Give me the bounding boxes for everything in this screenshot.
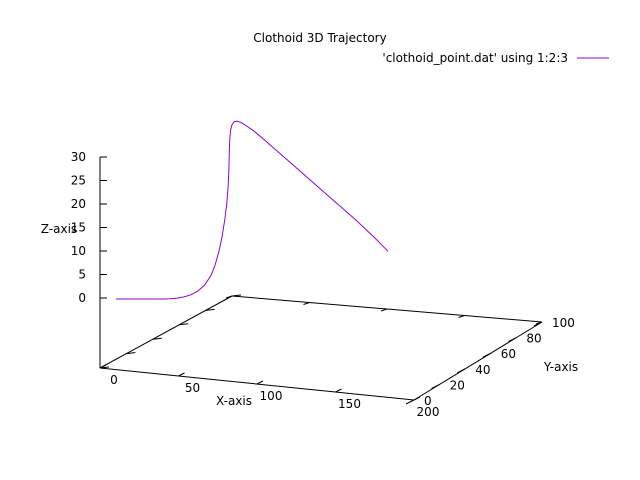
x-back-tick: [303, 302, 310, 305]
legend-label: 'clothoid_point.dat' using 1:2:3: [382, 51, 568, 65]
x-tick: [178, 372, 185, 377]
y-tick: [508, 337, 517, 343]
x-tick: [256, 380, 264, 385]
x-axis-label: X-axis: [216, 394, 252, 408]
z-tick-label: 20: [71, 197, 86, 211]
y-axis-base-line: [99, 295, 233, 369]
y-front-tick: [126, 352, 136, 355]
y-tick: [482, 352, 492, 358]
x-tick-label: 150: [338, 397, 361, 411]
axes-frame: [99, 295, 543, 401]
y-tick-label: 60: [501, 347, 516, 361]
z-axis-label: Z-axis: [41, 222, 77, 236]
y-axis-line: [413, 321, 543, 401]
y-tick: [431, 383, 440, 389]
y-tick-label: 80: [526, 332, 541, 346]
legend: 'clothoid_point.dat' using 1:2:3: [382, 51, 609, 65]
x-tick: [335, 388, 342, 393]
x-back-tick: [458, 315, 465, 318]
x-tick-label: 0: [110, 373, 118, 387]
series-line-clothoid: [116, 120, 389, 300]
y-front-tick: [231, 294, 242, 297]
y-tick-label: 100: [552, 316, 575, 330]
z-axis: 0 5 10 15 20 25 30: [71, 150, 107, 305]
x-tick-label: 100: [260, 389, 283, 403]
y-axis: 0 20 40 60 80 100: [99, 294, 575, 408]
z-tick-label: 30: [71, 150, 86, 164]
x-back-tick: [225, 295, 233, 299]
y-front-tick: [152, 337, 162, 340]
chart-title: Clothoid 3D Trajectory: [253, 31, 386, 45]
y-tick: [405, 399, 415, 405]
y-front-tick: [205, 308, 215, 311]
x-tick-label: 200: [417, 405, 440, 419]
z-tick-label: 0: [78, 291, 86, 305]
x-back-tick: [380, 308, 388, 312]
z-tick-label: 10: [71, 244, 86, 258]
x-tick: [413, 396, 421, 401]
z-tick-label: 5: [78, 268, 86, 282]
x-tick-label: 50: [185, 381, 200, 395]
y-tick-label: 20: [450, 378, 465, 392]
y-tick: [533, 321, 543, 327]
y-axis-label: Y-axis: [543, 360, 578, 374]
z-tick-label: 25: [71, 174, 86, 188]
y-front-tick: [179, 323, 189, 326]
y-tick: [456, 368, 466, 374]
y-front-tick: [99, 366, 110, 369]
y-tick-label: 40: [475, 363, 490, 377]
z-tick-label: 15: [71, 221, 86, 235]
y-tick-label: 0: [424, 394, 432, 408]
